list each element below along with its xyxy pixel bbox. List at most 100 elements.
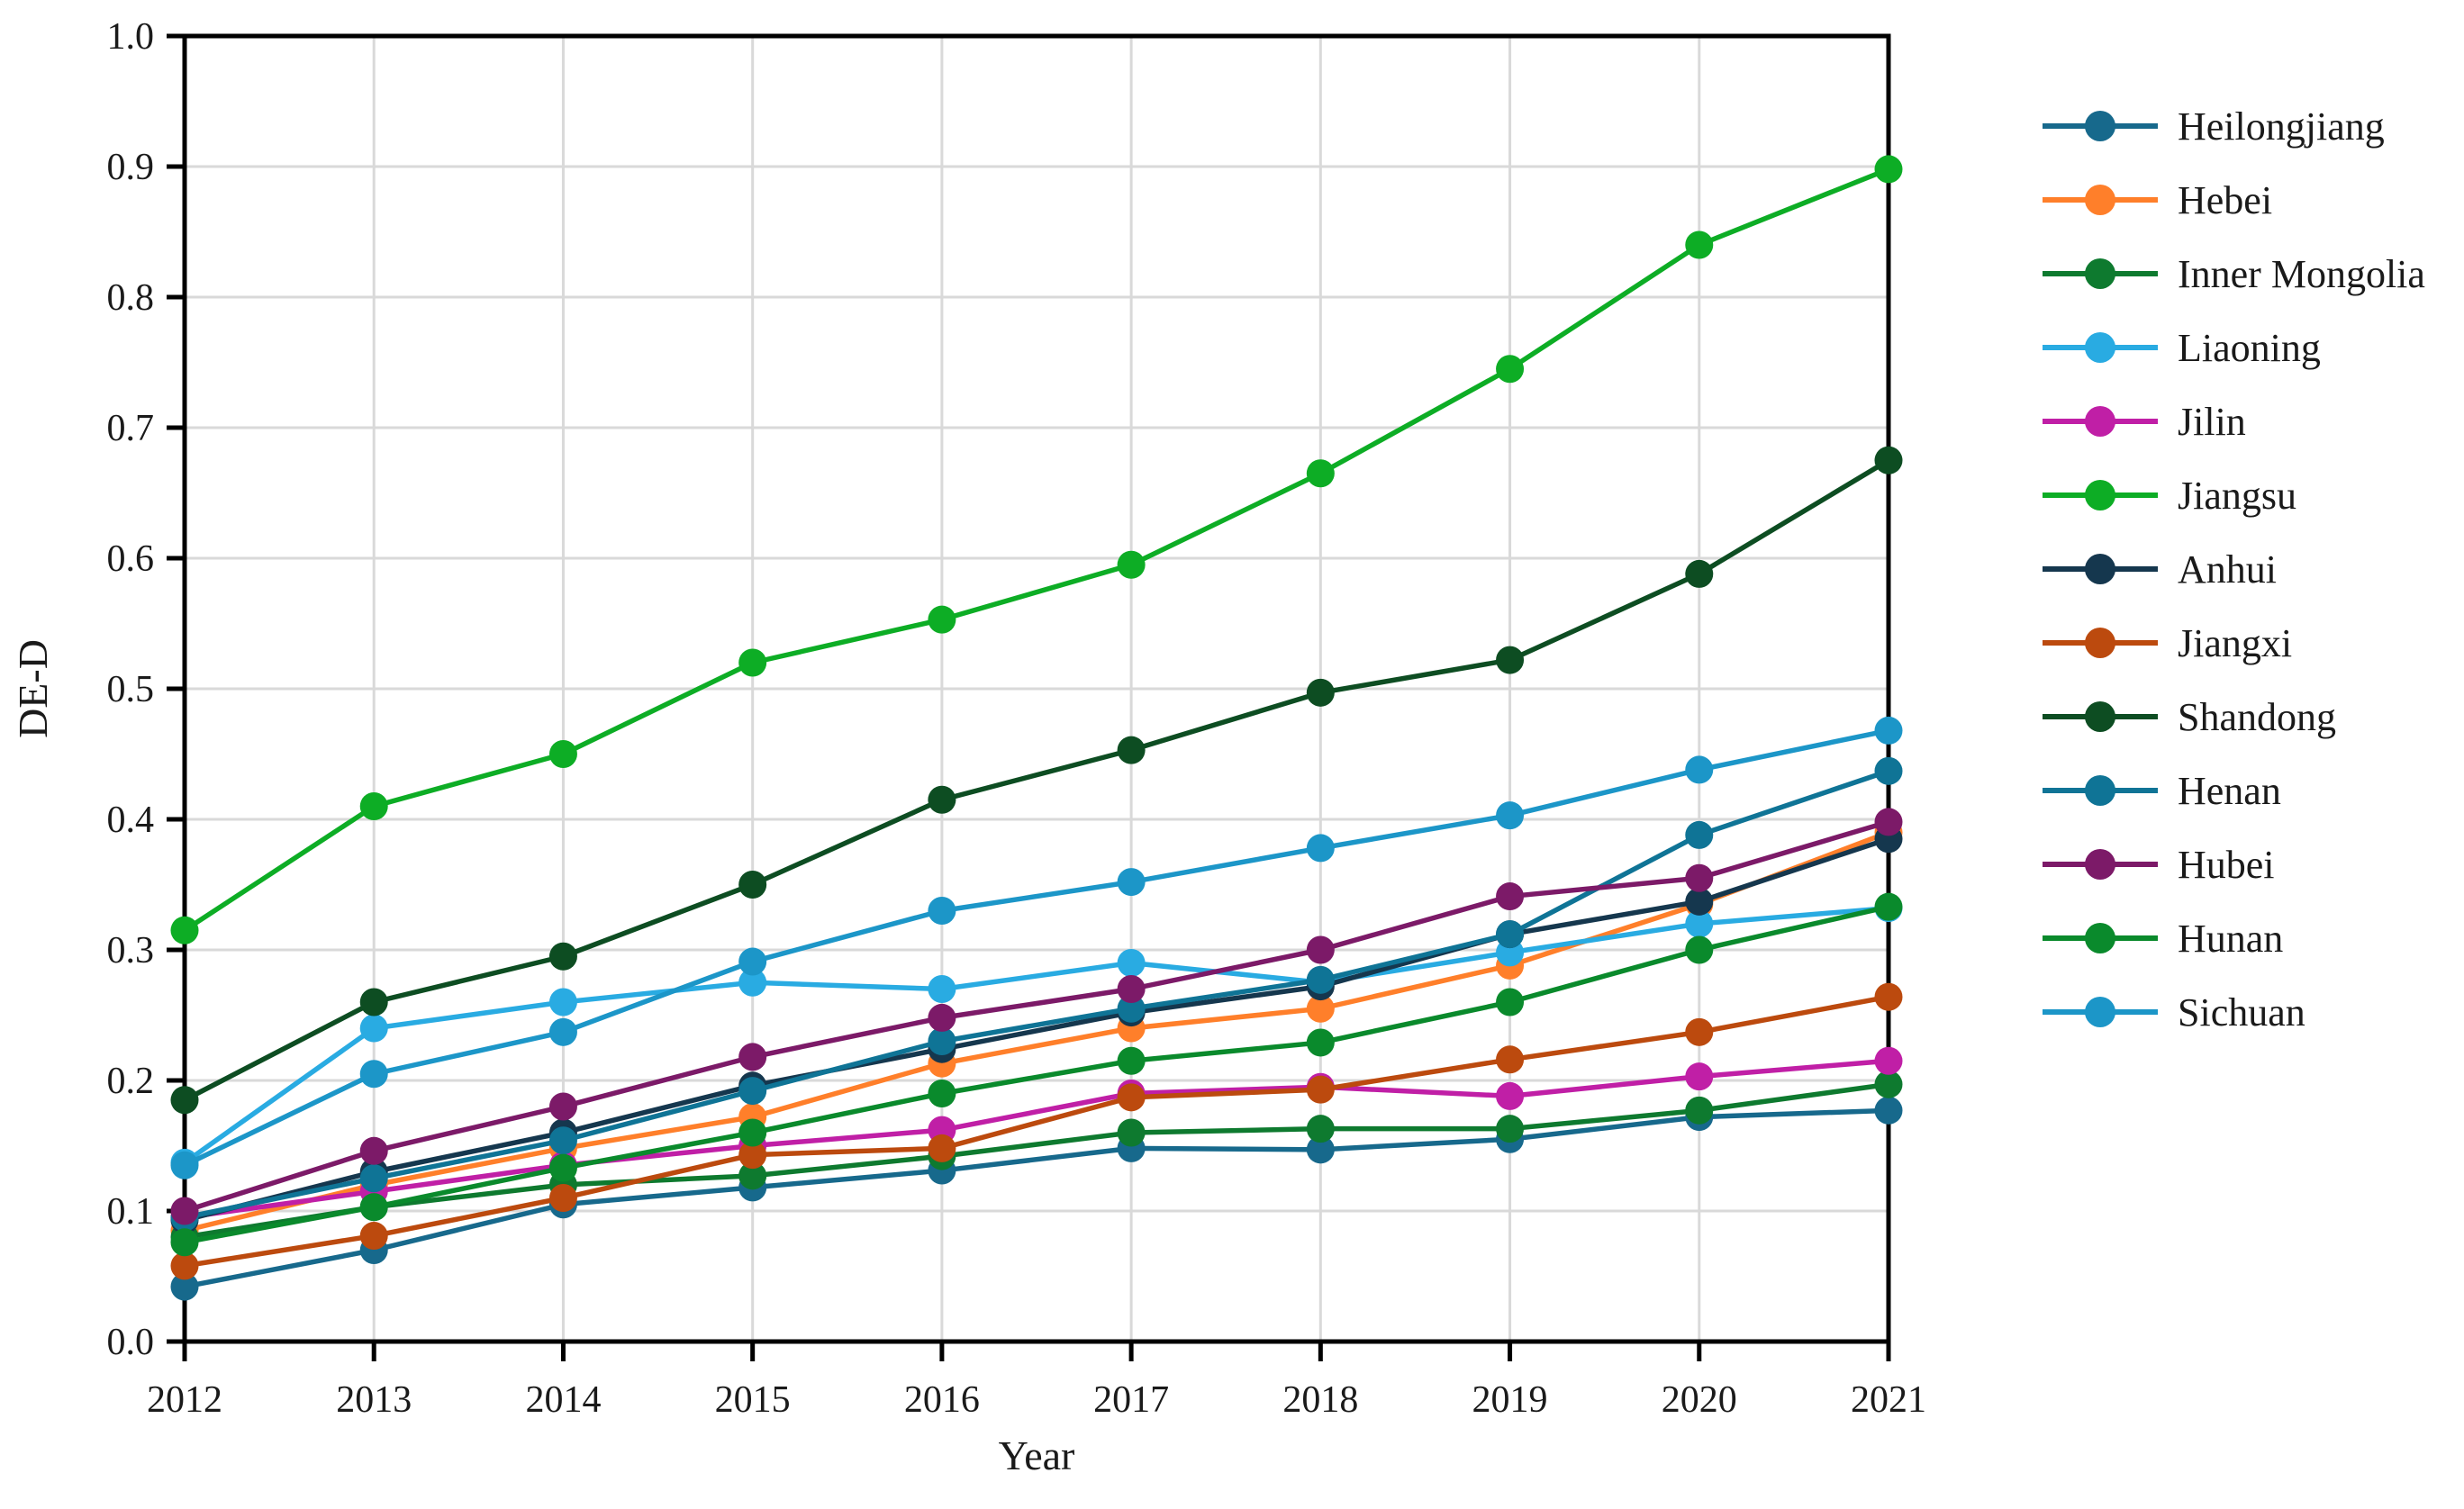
legend-item-sichuan: Sichuan [2043,990,2305,1035]
data-point-inner-mongolia-2018 [1306,1115,1335,1143]
data-point-sichuan-2019 [1496,801,1525,830]
data-point-henan-2021 [1874,756,1903,785]
legend-label-jilin: Jilin [2178,400,2246,444]
data-point-hunan-2016 [928,1080,956,1107]
data-point-jilin-2021 [1874,1046,1903,1075]
legend-marker-henan [2085,775,2115,806]
data-point-liaoning-2016 [928,975,956,1003]
data-point-liaoning-2013 [359,1014,388,1043]
y-tick-label: 0.8 [107,277,155,319]
legend-label-liaoning: Liaoning [2178,326,2321,370]
legend-marker-sichuan [2085,997,2115,1027]
legend-label-hubei: Hubei [2178,843,2275,887]
data-point-jiangxi-2015 [738,1141,767,1170]
y-tick-label: 0.5 [107,669,155,710]
legend-marker-hunan [2085,923,2115,953]
legend-item-jiangsu: Jiangsu [2043,474,2296,518]
x-axis-title: Year [999,1432,1075,1478]
legend-marker-liaoning [2085,332,2115,363]
data-point-hunan-2014 [548,1153,577,1182]
series-hunan [170,892,1903,1257]
series-line-heilongjiang [184,1107,1889,1289]
series-line-sichuan [183,727,1889,1168]
y-tick-label: 0.4 [107,800,155,841]
y-tick-label: 0.7 [107,408,155,449]
series-shandong [170,446,1903,1115]
series-line-hunan [184,904,1889,1245]
data-point-jiangxi-2021 [1874,982,1903,1011]
y-tick-label: 0.6 [107,538,155,580]
legend-label-jiangxi: Jiangxi [2178,621,2292,665]
data-point-anhui-2020 [1685,887,1714,916]
legend-label-hunan: Hunan [2178,917,2283,961]
data-point-sichuan-2016 [928,897,956,925]
data-point-hunan-2015 [738,1118,767,1147]
data-point-shandong-2019 [1496,646,1525,674]
series-henan [170,756,1903,1232]
data-point-jiangsu-2015 [738,648,767,677]
y-tick-label: 0.2 [107,1061,155,1102]
legend-label-henan: Henan [2178,769,2281,813]
series-line-shandong [183,457,1890,1103]
data-point-jiangsu-2016 [928,605,956,634]
data-point-shandong-2016 [928,785,956,814]
data-point-jiangsu-2020 [1685,230,1714,259]
series-line-henan [184,768,1889,1220]
data-point-jiangxi-2020 [1685,1017,1714,1046]
data-point-shandong-2014 [548,942,577,971]
legend-item-shandong: Shandong [2043,695,2336,739]
data-point-liaoning-2020 [1685,909,1714,938]
data-point-jiangxi-2018 [1306,1075,1335,1104]
data-point-sichuan-2012 [170,1151,199,1179]
legend-marker-heilongjiang [2085,111,2115,141]
data-point-hebei-2018 [1306,994,1335,1023]
series-line-liaoning [183,905,1889,1165]
legend-marker-hubei [2085,849,2115,880]
data-point-shandong-2017 [1117,736,1146,764]
legend-item-liaoning: Liaoning [2043,326,2321,370]
data-point-liaoning-2015 [738,968,767,997]
data-point-sichuan-2018 [1306,834,1335,863]
legend-marker-hebei [2085,185,2115,215]
data-point-henan-2013 [359,1164,388,1193]
legend-label-hebei: Hebei [2178,178,2272,222]
legend-label-anhui: Anhui [2178,547,2277,592]
series-jiangxi [170,982,1903,1280]
y-tick-label: 0.9 [107,147,155,188]
data-point-hubei-2012 [170,1197,199,1225]
data-point-hunan-2012 [170,1228,199,1257]
data-point-hubei-2021 [1874,808,1903,836]
data-point-henan-2019 [1496,920,1525,949]
data-point-sichuan-2014 [548,1017,577,1046]
data-point-henan-2017 [1117,994,1146,1023]
legend-item-heilongjiang: Heilongjiang [2043,104,2385,149]
data-point-jiangsu-2013 [359,792,388,820]
data-point-sichuan-2021 [1874,716,1903,745]
data-point-inner-mongolia-2019 [1496,1115,1525,1143]
data-point-hunan-2017 [1117,1046,1146,1075]
data-point-shandong-2018 [1306,678,1335,707]
x-tick-label: 2015 [715,1379,791,1421]
data-point-hunan-2019 [1496,988,1525,1017]
legend-item-inner-mongolia: Inner Mongolia [2043,252,2425,296]
data-point-jiangsu-2017 [1117,550,1146,579]
y-axis-title: DE-D [10,639,56,738]
data-point-sichuan-2017 [1117,868,1146,897]
data-point-hubei-2016 [928,1003,956,1032]
series-line-hubei [184,819,1889,1214]
legend-marker-shandong [2085,701,2115,732]
x-tick-label: 2017 [1093,1379,1169,1421]
data-point-henan-2015 [738,1077,767,1106]
series-hubei [170,808,1903,1225]
data-point-jiangxi-2014 [548,1184,577,1212]
series-line-hebei [184,829,1889,1233]
data-point-hubei-2020 [1685,863,1714,892]
data-point-shandong-2013 [359,988,388,1017]
legend-marker-jilin [2085,406,2115,437]
legend: Heilongjiang Hebei Inner Mongolia Liaoning J… [2043,104,2425,1035]
legend-label-inner-mongolia: Inner Mongolia [2178,252,2425,296]
data-point-liaoning-2014 [548,988,577,1017]
y-tick-label: 0.3 [107,930,155,971]
data-point-sichuan-2013 [359,1060,388,1089]
